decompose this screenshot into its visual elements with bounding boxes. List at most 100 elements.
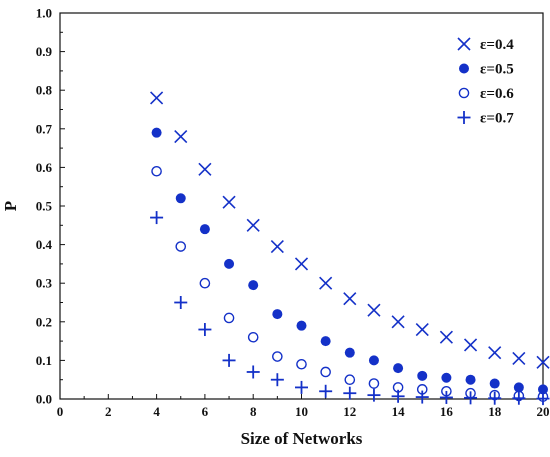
data-point — [368, 355, 379, 366]
data-point — [151, 165, 162, 177]
data-point — [151, 127, 162, 138]
x-tick-label: 10 — [295, 404, 308, 419]
data-point — [247, 331, 259, 343]
data-point — [513, 382, 524, 393]
x-marker-stroke — [198, 162, 212, 176]
data-point — [224, 258, 235, 269]
data-point — [367, 388, 381, 402]
filled-circle-marker — [459, 63, 469, 74]
x-tick-label: 12 — [343, 404, 356, 419]
open-circle-marker — [458, 87, 470, 99]
data-point — [391, 389, 405, 403]
data-point — [175, 241, 187, 252]
data-point — [246, 365, 260, 379]
filled-circle-marker — [513, 382, 524, 393]
legend-item: ε=0.5 — [459, 62, 514, 78]
data-point — [198, 323, 212, 337]
x-tick-label: 18 — [488, 404, 502, 419]
data-point — [270, 373, 284, 387]
filled-circle-marker — [417, 370, 428, 381]
data-point — [222, 353, 236, 367]
filled-circle-marker — [151, 127, 162, 138]
data-point — [463, 338, 478, 352]
x-tick-label: 16 — [440, 404, 454, 419]
y-tick-label: 0.3 — [36, 276, 53, 291]
x-marker-stroke — [391, 315, 405, 329]
data-point — [319, 276, 333, 290]
data-point — [344, 374, 356, 386]
data-point — [391, 315, 405, 329]
filled-circle-marker — [465, 374, 476, 385]
series-1 — [150, 91, 550, 369]
x-marker-stroke — [174, 129, 188, 144]
data-point — [415, 390, 429, 404]
x-marker-stroke — [270, 239, 284, 254]
x-marker-stroke — [512, 351, 526, 366]
data-point — [150, 91, 164, 105]
x-tick-label: 14 — [392, 404, 406, 419]
x-marker-stroke — [439, 330, 453, 344]
legend-label: ε=0.5 — [480, 62, 514, 78]
filled-circle-marker — [248, 280, 259, 291]
data-point — [538, 384, 548, 395]
filled-circle-marker — [368, 355, 379, 366]
data-point — [512, 391, 526, 405]
y-tick-label: 0.7 — [36, 121, 53, 136]
data-point — [512, 351, 526, 366]
data-point — [296, 320, 307, 331]
data-point — [417, 370, 428, 381]
legend-item: ε=0.7 — [457, 111, 514, 127]
filled-circle-marker — [175, 193, 186, 204]
filled-circle-marker — [344, 347, 355, 358]
x-tick-label: 6 — [202, 404, 209, 419]
data-point — [175, 193, 186, 204]
data-point — [199, 224, 210, 235]
filled-circle-marker — [441, 372, 452, 383]
x-marker-stroke — [463, 338, 478, 352]
data-point — [344, 347, 355, 358]
data-point — [272, 351, 283, 362]
y-axis-ticks: 0.0 0.1 0.2 0.3 0.4 0.5 0.6 0.7 0.8 0.9 1.0 — [36, 6, 65, 407]
data-point — [465, 374, 476, 385]
y-tick-label: 0.9 — [36, 44, 53, 59]
x-tick-label: 8 — [250, 404, 257, 419]
data-point — [296, 358, 307, 370]
x-tick-label: 2 — [105, 404, 112, 419]
x-marker-stroke — [343, 292, 357, 306]
data-point — [174, 296, 188, 309]
series-3 — [151, 165, 549, 402]
open-circle-marker — [223, 312, 235, 324]
open-circle-marker — [151, 165, 162, 177]
x-marker-stroke — [150, 91, 164, 105]
filled-circle-marker — [199, 224, 210, 235]
legend-label: ε=0.7 — [480, 111, 514, 127]
filled-circle-marker — [296, 320, 307, 331]
data-point — [319, 384, 333, 398]
legend-item: ε=0.6 — [458, 86, 514, 102]
open-circle-marker — [199, 277, 211, 289]
legend-label: ε=0.4 — [480, 37, 514, 53]
filled-circle-marker — [489, 378, 500, 389]
y-tick-label: 0.5 — [36, 199, 53, 214]
data-point — [199, 277, 211, 289]
legend-marker — [459, 63, 469, 74]
x-marker-stroke — [457, 37, 471, 51]
data-point — [464, 391, 478, 405]
x-marker-stroke — [488, 346, 502, 360]
data-point — [415, 322, 429, 337]
x-marker-stroke — [415, 322, 429, 337]
y-tick-label: 0.1 — [36, 353, 52, 368]
data-point — [223, 312, 235, 324]
filled-circle-marker — [393, 363, 404, 374]
series-2 — [151, 127, 548, 395]
y-tick-label: 0.4 — [36, 237, 53, 252]
plot-frame — [59, 12, 544, 400]
open-circle-marker — [175, 241, 187, 252]
data-point — [272, 309, 283, 320]
data-point — [343, 386, 357, 400]
data-point — [343, 292, 357, 306]
y-tick-label: 1.0 — [36, 6, 52, 21]
x-marker-stroke — [367, 303, 381, 317]
x-marker-stroke — [319, 276, 333, 290]
x-marker-stroke — [246, 218, 260, 232]
